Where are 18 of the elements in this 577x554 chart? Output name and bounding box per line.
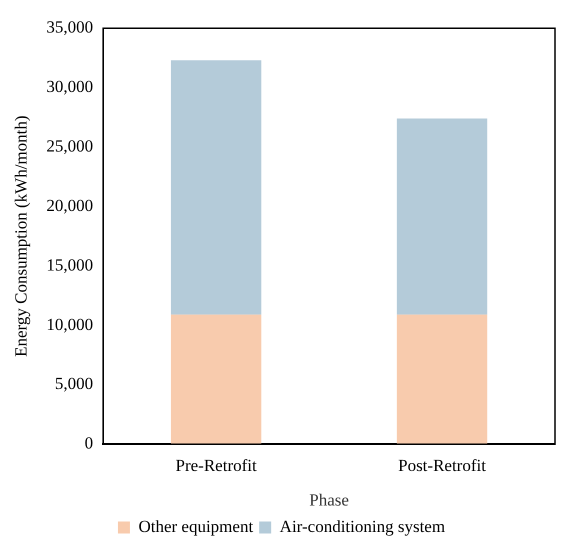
x-axis-title: Phase — [309, 490, 349, 510]
y-tick-label: 35,000 — [46, 18, 94, 37]
y-tick-label: 5,000 — [54, 374, 94, 394]
y-tick-label: 0 — [84, 434, 94, 453]
legend-label: Other equipment — [138, 516, 254, 536]
y-tick-label: 25,000 — [46, 136, 94, 156]
x-tick-label: Pre-Retrofit — [176, 456, 257, 475]
bar — [396, 118, 488, 315]
y-tick-label: 15,000 — [46, 255, 94, 274]
y-tick-label: 10,000 — [46, 314, 94, 334]
x-tick-label: Post-Retrofit — [398, 456, 486, 475]
y-tick-label: 20,000 — [46, 196, 94, 215]
y-axis-title: Energy Consumption (kWh/month) — [12, 115, 31, 357]
bar — [396, 314, 488, 444]
bar — [170, 60, 262, 315]
legend-label: Air-conditioning system — [280, 516, 446, 536]
y-tick-label: 30,000 — [46, 77, 94, 96]
bar — [170, 314, 262, 444]
